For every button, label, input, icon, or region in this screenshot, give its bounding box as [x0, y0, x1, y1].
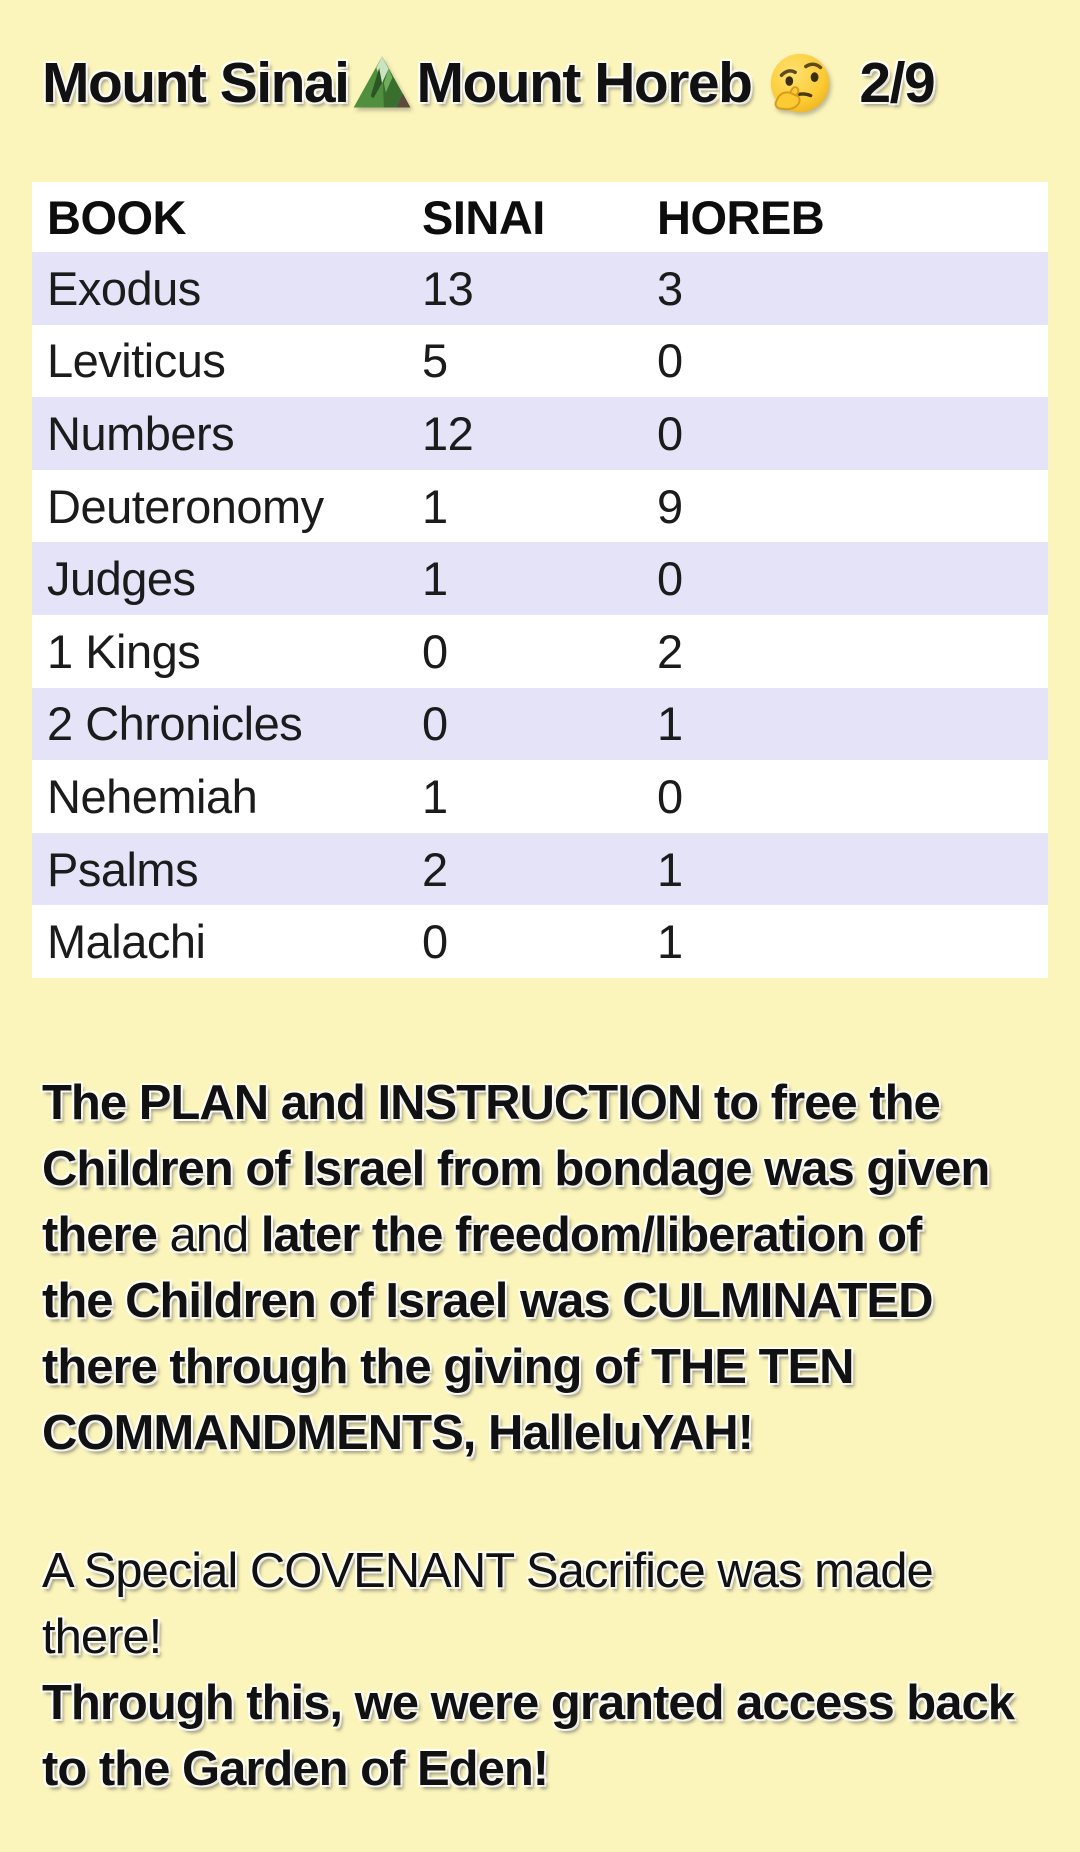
column-header-book: BOOK	[47, 190, 187, 244]
text-segment: COMMANDMENTS, HalleluYAH!	[42, 1406, 754, 1460]
book-cell: Deuteronomy	[47, 479, 324, 533]
column-header-horeb: HOREB	[657, 190, 825, 244]
thinking-face-icon	[765, 48, 835, 118]
text-line: there!	[42, 1604, 1052, 1670]
text-line: there and later the freedom/liberation o…	[42, 1202, 1052, 1268]
horeb-count-cell: 0	[657, 406, 683, 460]
horeb-count-cell: 9	[657, 479, 683, 533]
caption-text: The PLAN and INSTRUCTION to free the Chil…	[42, 1070, 1052, 1802]
sinai-count-cell: 1	[422, 769, 448, 823]
sinai-count-cell: 1	[422, 552, 448, 606]
mountain-icon	[348, 49, 416, 117]
text-line: to the Garden of Eden!	[42, 1736, 1052, 1802]
book-cell: Numbers	[47, 406, 235, 460]
paragraph: A Special COVENANT Sacrifice was made the…	[42, 1538, 1052, 1802]
table-row: Numbers 12 0	[32, 397, 1048, 470]
sinai-count-cell: 2	[422, 842, 448, 896]
text-segment: to the Garden of Eden!	[42, 1742, 549, 1796]
text-line: there through the giving of THE TEN	[42, 1334, 1052, 1400]
text-line: A Special COVENANT Sacrifice was made	[42, 1538, 1052, 1604]
title-part-sinai: Mount Sinai	[42, 51, 350, 115]
text-line: COMMANDMENTS, HalleluYAH!	[42, 1400, 1052, 1466]
table-row: 2 Chronicles 0 1	[32, 687, 1048, 761]
column-header-sinai: SINAI	[422, 190, 545, 244]
sinai-count-cell: 0	[422, 624, 448, 678]
page-indicator: 2/9	[859, 51, 935, 115]
table-row: Malachi 0 1	[32, 905, 1048, 978]
text-segment: there!	[42, 1610, 162, 1664]
table-row: Nehemiah 1 0	[32, 760, 1048, 833]
table-row: Leviticus 5 0	[32, 325, 1048, 398]
book-cell: Exodus	[47, 261, 201, 315]
sinai-count-cell: 5	[422, 334, 448, 388]
horeb-count-cell: 1	[657, 842, 683, 896]
horeb-count-cell: 0	[657, 769, 683, 823]
horeb-count-cell: 0	[657, 552, 683, 606]
text-line: the Children of Israel was CULMINATED	[42, 1268, 1052, 1334]
table-row: 1 Kings 0 2	[32, 615, 1048, 688]
horeb-count-cell: 0	[657, 334, 683, 388]
sinai-count-cell: 13	[422, 261, 474, 315]
text-line: Children of Israel from bondage was give…	[42, 1136, 1052, 1202]
text-segment: there	[42, 1208, 170, 1262]
text-segment: the Children of Israel was CULMINATED	[42, 1274, 933, 1328]
book-cell: Psalms	[47, 842, 199, 896]
text-segment: there through the giving of THE TEN	[42, 1340, 855, 1394]
sinai-count-cell: 0	[422, 697, 448, 751]
book-cell: Leviticus	[47, 334, 226, 388]
table-row: Exodus 13 3	[32, 252, 1048, 325]
horeb-count-cell: 3	[657, 261, 683, 315]
text-segment: later the freedom/liberation of	[248, 1208, 923, 1262]
sinai-count-cell: 12	[422, 406, 474, 460]
book-mentions-table: BOOK SINAI HOREB Exodus 13 3 Leviticus 5 0 Num…	[32, 182, 1048, 978]
horeb-count-cell: 1	[657, 915, 683, 969]
text-line: Through this, we were granted access bac…	[42, 1670, 1052, 1736]
book-cell: Nehemiah	[47, 769, 258, 823]
text-segment: Through this, we were granted access bac…	[42, 1676, 1015, 1730]
table-row: Psalms 2 1	[32, 832, 1048, 906]
text-segment: The PLAN and INSTRUCTION to free the	[42, 1076, 941, 1130]
title-part-horeb: Mount Horeb	[416, 51, 752, 115]
horeb-count-cell: 1	[657, 697, 683, 751]
book-cell: 2 Chronicles	[47, 697, 303, 751]
text-segment: A Special COVENANT Sacrifice was made	[42, 1544, 934, 1598]
table-row: Deuteronomy 1 9	[32, 470, 1048, 543]
text-segment: Children of Israel from bondage was give…	[42, 1142, 990, 1196]
paragraph: The PLAN and INSTRUCTION to free the Chil…	[42, 1070, 1052, 1466]
horeb-count-cell: 2	[657, 624, 683, 678]
text-line: The PLAN and INSTRUCTION to free the	[42, 1070, 1052, 1136]
sinai-count-cell: 1	[422, 479, 448, 533]
book-cell: Malachi	[47, 915, 206, 969]
table-header-row: BOOK SINAI HOREB	[32, 182, 1048, 252]
table-row: Judges 1 0	[32, 542, 1048, 615]
sinai-count-cell: 0	[422, 915, 448, 969]
text-segment: and	[169, 1208, 249, 1262]
page-title: Mount Sinai Mount Horeb	[42, 38, 1052, 128]
book-cell: 1 Kings	[47, 624, 201, 678]
book-cell: Judges	[47, 552, 196, 606]
